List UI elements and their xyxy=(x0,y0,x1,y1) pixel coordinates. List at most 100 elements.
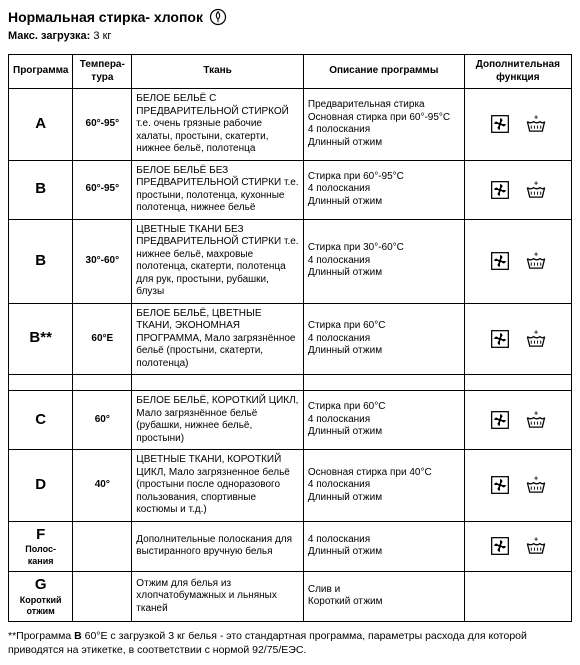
cell-extra: + xyxy=(464,160,571,219)
extra-icons: + xyxy=(469,475,567,495)
program-letter: B xyxy=(35,180,46,197)
table-row xyxy=(9,375,572,391)
fan-icon xyxy=(489,114,511,134)
cell-temp: 30°-60° xyxy=(73,219,132,303)
cell-desc: Предварительная стирка Основная стирка п… xyxy=(303,89,464,161)
spacer-cell xyxy=(303,375,464,391)
program-sub: Полос- кания xyxy=(13,544,68,567)
cell-program: D xyxy=(9,450,73,522)
extra-icons: + xyxy=(469,114,567,134)
cell-program: B** xyxy=(9,303,73,375)
basin-plus-icon: + xyxy=(525,251,547,271)
program-table: Программа Темпера- тура Ткань Описание п… xyxy=(8,54,572,622)
program-letter: C xyxy=(35,411,46,428)
cell-temp xyxy=(73,571,132,621)
cell-program: B xyxy=(9,219,73,303)
table-header-row: Программа Темпера- тура Ткань Описание п… xyxy=(9,55,572,89)
subtitle-value: 3 кг xyxy=(93,30,111,42)
cell-fabric: БЕЛОЕ БЕЛЬЁ БЕЗ ПРЕДВАРИТЕЛЬНОЙ СТИРКИ т… xyxy=(132,160,304,219)
cell-extra: + xyxy=(464,89,571,161)
table-row: B 30°-60°ЦВЕТНЫЕ ТКАНИ БЕЗ ПРЕДВАРИТЕЛЬНО… xyxy=(9,219,572,303)
svg-text:+: + xyxy=(534,115,538,122)
fan-icon xyxy=(489,180,511,200)
cell-temp xyxy=(73,521,132,571)
cell-extra: + xyxy=(464,521,571,571)
svg-text:+: + xyxy=(534,180,538,187)
svg-text:+: + xyxy=(534,251,538,258)
footnote: **Программа B 60°E с загрузкой 3 кг бель… xyxy=(8,630,572,657)
cell-desc: Стирка при 60°-95°C 4 полоскания Длинный… xyxy=(303,160,464,219)
svg-text:+: + xyxy=(534,536,538,543)
extra-icons: + xyxy=(469,251,567,271)
cell-desc: Стирка при 30°-60°C 4 полоскания Длинный… xyxy=(303,219,464,303)
spacer-cell xyxy=(9,375,73,391)
basin-plus-icon: + xyxy=(525,114,547,134)
extra-icons: + xyxy=(469,180,567,200)
svg-text:+: + xyxy=(534,329,538,336)
program-sub: Короткий отжим xyxy=(13,595,68,618)
cell-extra xyxy=(464,571,571,621)
program-letter: G xyxy=(35,576,47,593)
basin-plus-icon: + xyxy=(525,329,547,349)
cell-desc: 4 полоскания Длинный отжим xyxy=(303,521,464,571)
fan-icon xyxy=(489,251,511,271)
cell-fabric: Дополнительные полоскания для выстиранно… xyxy=(132,521,304,571)
cell-temp: 60°E xyxy=(73,303,132,375)
cell-temp: 60°-95° xyxy=(73,160,132,219)
basin-plus-icon: + xyxy=(525,536,547,556)
table-row: B 60°-95°БЕЛОЕ БЕЛЬЁ БЕЗ ПРЕДВАРИТЕЛЬНОЙ … xyxy=(9,160,572,219)
cell-program: G Короткий отжим xyxy=(9,571,73,621)
table-row: A 60°-95°БЕЛОЕ БЕЛЬЁ С ПРЕДВАРИТЕЛЬНОЙ СТ… xyxy=(9,89,572,161)
cell-extra: + xyxy=(464,450,571,522)
table-row: C 60°БЕЛОЕ БЕЛЬЁ, КОРОТКИЙ ЦИКЛ, Мало заг… xyxy=(9,391,572,450)
program-letter: B xyxy=(35,252,46,269)
fan-icon xyxy=(489,410,511,430)
spacer-cell xyxy=(73,375,132,391)
col-desc: Описание программы xyxy=(303,55,464,89)
table-row: D40°ЦВЕТНЫЕ ТКАНИ, КОРОТКИЙ ЦИКЛ, Мало з… xyxy=(9,450,572,522)
cell-temp: 40° xyxy=(73,450,132,522)
col-fabric: Ткань xyxy=(132,55,304,89)
fan-icon xyxy=(489,329,511,349)
cell-program: C xyxy=(9,391,73,450)
svg-text:+: + xyxy=(534,476,538,483)
spacer-cell xyxy=(132,375,304,391)
cell-fabric: Отжим для белья из хлопчатобумажных и ль… xyxy=(132,571,304,621)
spacer-cell xyxy=(464,375,571,391)
extra-icons: + xyxy=(469,329,567,349)
cell-desc: Стирка при 60°C 4 полоскания Длинный отж… xyxy=(303,391,464,450)
cell-desc: Стирка при 60°C 4 полоскания Длинный отж… xyxy=(303,303,464,375)
program-letter: B** xyxy=(29,329,52,346)
col-extra: Дополнительная функция xyxy=(464,55,571,89)
cell-program: B xyxy=(9,160,73,219)
cell-program: FПолос- кания xyxy=(9,521,73,571)
table-row: B** 60°EБЕЛОЕ БЕЛЬЁ, ЦВЕТНЫЕ ТКАНИ, ЭКОНО… xyxy=(9,303,572,375)
footnote-prefix: **Программа xyxy=(8,630,74,642)
cell-temp: 60° xyxy=(73,391,132,450)
cell-desc: Основная стирка при 40°C 4 полоскания Дл… xyxy=(303,450,464,522)
basin-plus-icon: + xyxy=(525,180,547,200)
cell-fabric: ЦВЕТНЫЕ ТКАНИ БЕЗ ПРЕДВАРИТЕЛЬНОЙ СТИРКИ… xyxy=(132,219,304,303)
cell-temp: 60°-95° xyxy=(73,89,132,161)
footnote-bold: B xyxy=(74,630,82,642)
col-temp: Темпера- тура xyxy=(73,55,132,89)
subtitle-label: Макс. загрузка: xyxy=(8,30,90,42)
page-title-row: Нормальная стирка- хлопок xyxy=(8,8,572,26)
cell-program: A xyxy=(9,89,73,161)
cell-extra: + xyxy=(464,391,571,450)
cell-extra: + xyxy=(464,219,571,303)
table-row: FПолос- кания Дополнительные полоскания д… xyxy=(9,521,572,571)
program-letter: D xyxy=(35,476,46,493)
program-letter: A xyxy=(35,115,46,132)
extra-icons: + xyxy=(469,536,567,556)
cotton-icon xyxy=(209,8,227,26)
extra-icons: + xyxy=(469,410,567,430)
cell-fabric: БЕЛОЕ БЕЛЬЁ, ЦВЕТНЫЕ ТКАНИ, ЭКОНОМНАЯ ПР… xyxy=(132,303,304,375)
col-program: Программа xyxy=(9,55,73,89)
subtitle: Макс. загрузка: 3 кг xyxy=(8,30,572,42)
cell-fabric: БЕЛОЕ БЕЛЬЁ С ПРЕДВАРИТЕЛЬНОЙ СТИРКОЙ т.… xyxy=(132,89,304,161)
footnote-rest: 60°E с загрузкой 3 кг белья - это станда… xyxy=(8,630,527,656)
cell-fabric: БЕЛОЕ БЕЛЬЁ, КОРОТКИЙ ЦИКЛ, Мало загрязн… xyxy=(132,391,304,450)
fan-icon xyxy=(489,536,511,556)
basin-plus-icon: + xyxy=(525,410,547,430)
